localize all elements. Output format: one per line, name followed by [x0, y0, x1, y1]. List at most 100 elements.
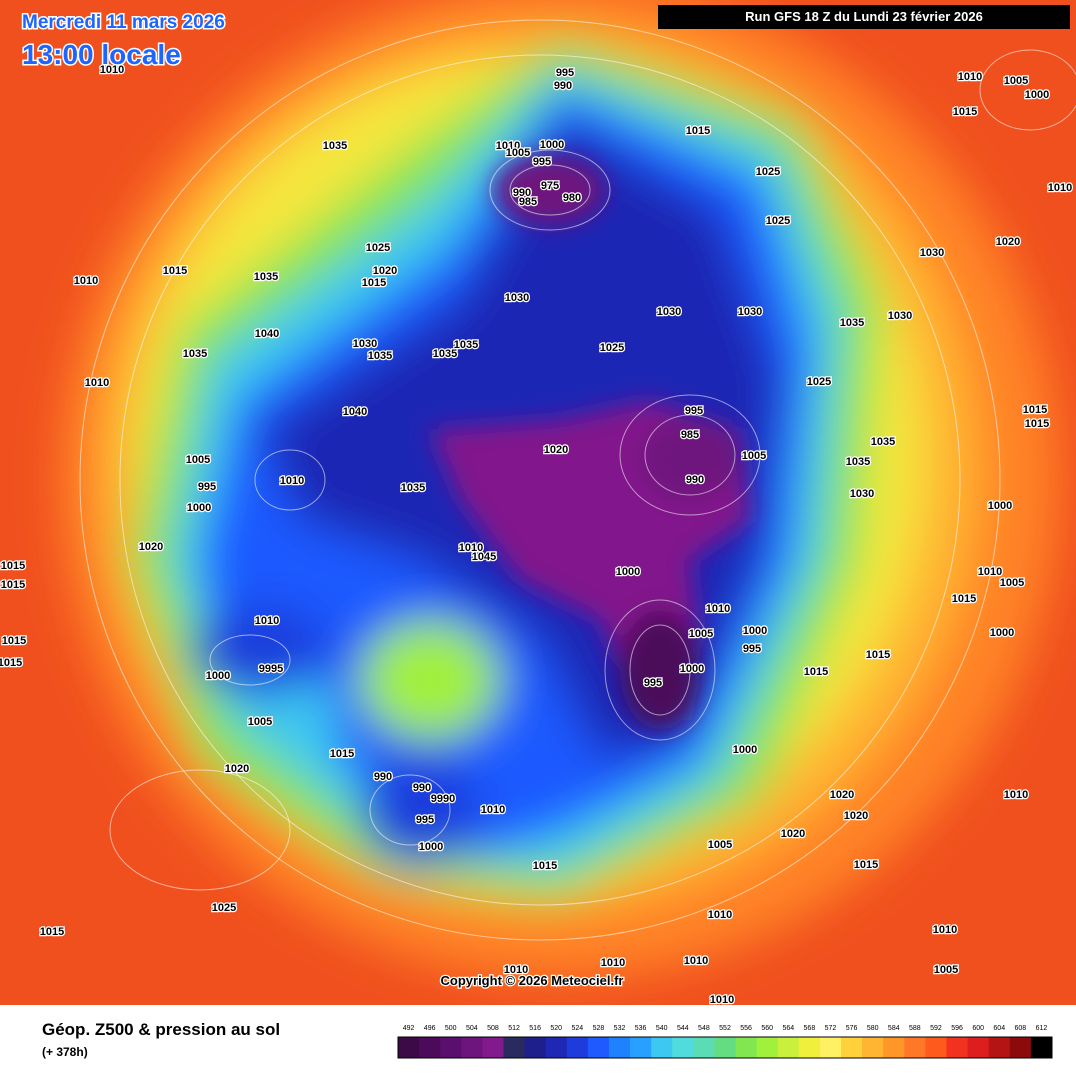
colorbar-tick-label: 508	[487, 1025, 499, 1032]
isobar-label: 1030	[888, 310, 912, 322]
colorbar-cell	[714, 1037, 737, 1058]
colorbar-tick-label: 572	[825, 1025, 837, 1032]
isobar-label: 1020	[996, 236, 1020, 248]
isobar-label: 1035	[368, 350, 392, 362]
run-info: Run GFS 18 Z du Lundi 23 février 2026	[745, 9, 983, 24]
isobar-label: 1035	[846, 456, 870, 468]
isobar-label: 990	[374, 771, 392, 783]
isobar-label: 1020	[544, 444, 568, 456]
colorbar-tick-label: 544	[677, 1025, 689, 1032]
isobar-label: 1020	[844, 810, 868, 822]
colorbar-cell	[862, 1037, 884, 1058]
isobar-label: 990	[686, 474, 704, 486]
isobar-label: 1005	[689, 628, 713, 640]
isobar-label: 1000	[206, 670, 230, 682]
isobar-label: 1010	[85, 377, 109, 389]
isobar-label: 1010	[74, 275, 98, 287]
isobar-label: 995	[644, 677, 662, 689]
colorbar-cell	[482, 1037, 504, 1058]
isobar-label: 975	[541, 180, 559, 192]
colorbar: 492 496 500 504 508 512 516 520 524 528 532 536 540 5…	[397, 1025, 1053, 1059]
isobar-label: 1035	[871, 436, 895, 448]
colorbar-tick-label: 560	[761, 1025, 773, 1032]
isobar-label: 1030	[850, 488, 874, 500]
isobar-label: 1010	[958, 71, 982, 83]
colorbar-cell	[1030, 1037, 1053, 1058]
isobar-label: 1030	[657, 306, 681, 318]
colorbar-tick-label: 608	[1015, 1025, 1027, 1032]
isobar-label: 1000	[187, 502, 211, 514]
colorbar-cell	[608, 1037, 631, 1058]
isobar-label: 995	[198, 481, 216, 493]
colorbar-tick-label: 596	[951, 1025, 963, 1032]
colorbar-cell	[503, 1037, 526, 1058]
forecast-date: Mercredi 11 mars 2026	[22, 12, 225, 33]
isobar-label: 1015	[533, 860, 557, 872]
colorbar-cell	[566, 1037, 589, 1058]
isobar-label: 990	[554, 80, 572, 92]
isobar-label: 1020	[139, 541, 163, 553]
isobar-label: 1010	[684, 955, 708, 967]
isobar-label: 1010	[601, 957, 625, 969]
colorbar-cell	[419, 1037, 441, 1058]
colorbar-tick-label: 492	[403, 1025, 415, 1032]
isobar-label: 995	[556, 67, 574, 79]
isobar-label: 1015	[1025, 418, 1049, 430]
isobar-label: 1005	[742, 450, 766, 462]
colorbar-tick-label: 552	[719, 1025, 731, 1032]
colorbar-cell	[545, 1037, 568, 1058]
isobar-label: 1010	[933, 924, 957, 936]
isobar-label: 1000	[1025, 89, 1049, 101]
isobar-label: 1035	[183, 348, 207, 360]
colorbar-tick-label: 512	[508, 1025, 520, 1032]
isobar-label: 1010	[706, 603, 730, 615]
isobar-label: 1000	[990, 627, 1014, 639]
isobar-label: 1015	[362, 277, 386, 289]
copyright: Copyright © 2026 Meteociel.fr	[441, 973, 624, 988]
isobar-label: 1010	[280, 475, 304, 487]
colorbar-cell	[672, 1037, 694, 1058]
isobar-label: 1035	[454, 339, 478, 351]
colorbar-cell	[946, 1037, 969, 1058]
colorbar-tick-label: 524	[571, 1025, 583, 1032]
colorbar-tick-label: 604	[993, 1025, 1005, 1032]
colorbar-tick-label: 580	[867, 1025, 879, 1032]
colorbar-cell	[735, 1037, 758, 1058]
isobar-label: 1015	[1, 560, 25, 572]
isobar-label: 1035	[323, 140, 347, 152]
colorbar-tick-label: 588	[909, 1025, 921, 1032]
colorbar-tick-label: 536	[635, 1025, 647, 1032]
isobar-label: 990	[413, 782, 431, 794]
isobar-label: 1005	[186, 454, 210, 466]
isobar-label: 1020	[225, 763, 249, 775]
isobar-label: 9995	[259, 663, 283, 675]
isobar-label: 1000	[743, 625, 767, 637]
isobar-label: 1020	[373, 265, 397, 277]
isobar-label: 985	[519, 196, 537, 208]
isobar-label: 1015	[866, 649, 890, 661]
colorbar-cell	[756, 1037, 779, 1058]
colorbar-tick-label: 516	[529, 1025, 541, 1032]
isobar-label: 1025	[600, 342, 624, 354]
isobar-label: 1015	[40, 926, 64, 938]
colorbar-cell	[904, 1037, 926, 1058]
footer-lead: (+ 378h)	[42, 1045, 88, 1059]
isobar-label: 1030	[353, 338, 377, 350]
colorbar-tick-label: 532	[614, 1025, 626, 1032]
colorbar-cell	[841, 1037, 863, 1058]
colorbar-cell	[988, 1037, 1011, 1058]
isobar-label: 1045	[472, 551, 496, 563]
colorbar-tick-label: 612	[1036, 1025, 1048, 1032]
isobar-label: 1010	[1048, 182, 1072, 194]
colorbar-cell	[524, 1037, 547, 1058]
colorbar-cell	[925, 1037, 948, 1058]
colorbar-tick-label: 584	[888, 1025, 900, 1032]
colorbar-cell	[883, 1037, 905, 1058]
colorbar-tick-label: 540	[656, 1025, 668, 1032]
isobar-label: 1035	[840, 317, 864, 329]
isobar-label: 1035	[401, 482, 425, 494]
isobar-label: 1020	[830, 789, 854, 801]
isobar-label: 1010	[481, 804, 505, 816]
